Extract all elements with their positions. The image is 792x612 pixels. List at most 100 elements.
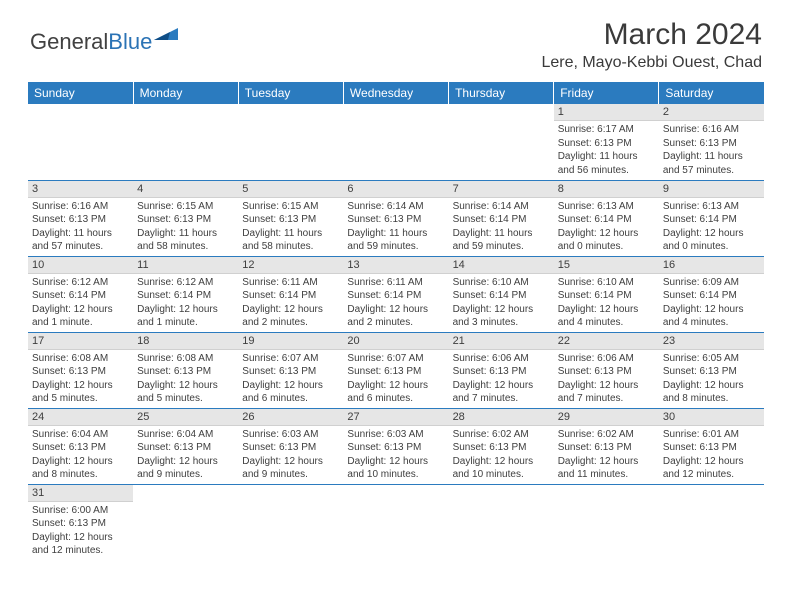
daylight-text: Daylight: 12 hours and 4 minutes.	[663, 303, 760, 330]
day-number: 30	[659, 409, 764, 426]
calendar-cell: 13Sunrise: 6:11 AMSunset: 6:14 PMDayligh…	[343, 256, 448, 332]
flag-icon	[154, 26, 180, 46]
sunrise-text: Sunrise: 6:16 AM	[32, 200, 129, 214]
sunset-text: Sunset: 6:13 PM	[558, 137, 655, 151]
daylight-text: Daylight: 12 hours and 6 minutes.	[347, 379, 444, 406]
sunset-text: Sunset: 6:14 PM	[453, 289, 550, 303]
calendar-cell	[133, 104, 238, 180]
sunset-text: Sunset: 6:13 PM	[242, 365, 339, 379]
calendar-cell: 12Sunrise: 6:11 AMSunset: 6:14 PMDayligh…	[238, 256, 343, 332]
calendar-cell: 8Sunrise: 6:13 AMSunset: 6:14 PMDaylight…	[554, 180, 659, 256]
sunset-text: Sunset: 6:13 PM	[137, 365, 234, 379]
sunset-text: Sunset: 6:13 PM	[663, 441, 760, 455]
sunset-text: Sunset: 6:13 PM	[137, 213, 234, 227]
day-number: 16	[659, 257, 764, 274]
daylight-text: Daylight: 12 hours and 6 minutes.	[242, 379, 339, 406]
daylight-text: Daylight: 12 hours and 0 minutes.	[558, 227, 655, 254]
brand-logo: GeneralBlue	[30, 26, 180, 58]
location: Lere, Mayo-Kebbi Ouest, Chad	[541, 54, 762, 72]
weekday-header: Sunday	[28, 82, 133, 104]
day-info: Sunrise: 6:13 AMSunset: 6:14 PMDaylight:…	[659, 198, 764, 256]
sunset-text: Sunset: 6:13 PM	[453, 441, 550, 455]
calendar-cell: 9Sunrise: 6:13 AMSunset: 6:14 PMDaylight…	[659, 180, 764, 256]
sunset-text: Sunset: 6:13 PM	[558, 365, 655, 379]
sunrise-text: Sunrise: 6:02 AM	[453, 428, 550, 442]
calendar-cell: 27Sunrise: 6:03 AMSunset: 6:13 PMDayligh…	[343, 408, 448, 484]
sunset-text: Sunset: 6:13 PM	[663, 365, 760, 379]
daylight-text: Daylight: 11 hours and 57 minutes.	[32, 227, 129, 254]
daylight-text: Daylight: 12 hours and 0 minutes.	[663, 227, 760, 254]
calendar-cell	[28, 104, 133, 180]
daylight-text: Daylight: 12 hours and 12 minutes.	[663, 455, 760, 482]
calendar-row: 31Sunrise: 6:00 AMSunset: 6:13 PMDayligh…	[28, 484, 764, 560]
sunset-text: Sunset: 6:13 PM	[347, 213, 444, 227]
sunrise-text: Sunrise: 6:03 AM	[347, 428, 444, 442]
day-number: 3	[28, 181, 133, 198]
calendar-table: SundayMondayTuesdayWednesdayThursdayFrid…	[28, 82, 764, 560]
sunrise-text: Sunrise: 6:04 AM	[32, 428, 129, 442]
daylight-text: Daylight: 11 hours and 59 minutes.	[453, 227, 550, 254]
sunset-text: Sunset: 6:13 PM	[32, 441, 129, 455]
day-info: Sunrise: 6:06 AMSunset: 6:13 PMDaylight:…	[449, 350, 554, 408]
daylight-text: Daylight: 11 hours and 59 minutes.	[347, 227, 444, 254]
day-info: Sunrise: 6:03 AMSunset: 6:13 PMDaylight:…	[238, 426, 343, 484]
day-number: 29	[554, 409, 659, 426]
day-number: 10	[28, 257, 133, 274]
daylight-text: Daylight: 12 hours and 9 minutes.	[242, 455, 339, 482]
day-info: Sunrise: 6:16 AMSunset: 6:13 PMDaylight:…	[28, 198, 133, 256]
sunrise-text: Sunrise: 6:09 AM	[663, 276, 760, 290]
day-number: 28	[449, 409, 554, 426]
day-number: 9	[659, 181, 764, 198]
day-info: Sunrise: 6:15 AMSunset: 6:13 PMDaylight:…	[133, 198, 238, 256]
calendar-cell: 1Sunrise: 6:17 AMSunset: 6:13 PMDaylight…	[554, 104, 659, 180]
calendar-cell: 14Sunrise: 6:10 AMSunset: 6:14 PMDayligh…	[449, 256, 554, 332]
calendar-cell: 28Sunrise: 6:02 AMSunset: 6:13 PMDayligh…	[449, 408, 554, 484]
daylight-text: Daylight: 12 hours and 1 minute.	[32, 303, 129, 330]
calendar-cell	[133, 484, 238, 560]
sunrise-text: Sunrise: 6:08 AM	[137, 352, 234, 366]
month-title: March 2024	[541, 18, 762, 52]
sunset-text: Sunset: 6:14 PM	[347, 289, 444, 303]
calendar-cell: 25Sunrise: 6:04 AMSunset: 6:13 PMDayligh…	[133, 408, 238, 484]
calendar-cell	[238, 104, 343, 180]
daylight-text: Daylight: 12 hours and 9 minutes.	[137, 455, 234, 482]
sunset-text: Sunset: 6:13 PM	[453, 365, 550, 379]
calendar-cell: 31Sunrise: 6:00 AMSunset: 6:13 PMDayligh…	[28, 484, 133, 560]
calendar-cell: 16Sunrise: 6:09 AMSunset: 6:14 PMDayligh…	[659, 256, 764, 332]
calendar-cell: 26Sunrise: 6:03 AMSunset: 6:13 PMDayligh…	[238, 408, 343, 484]
sunrise-text: Sunrise: 6:12 AM	[137, 276, 234, 290]
day-info: Sunrise: 6:14 AMSunset: 6:14 PMDaylight:…	[449, 198, 554, 256]
sunrise-text: Sunrise: 6:11 AM	[242, 276, 339, 290]
sunrise-text: Sunrise: 6:14 AM	[453, 200, 550, 214]
day-info: Sunrise: 6:13 AMSunset: 6:14 PMDaylight:…	[554, 198, 659, 256]
day-number: 6	[343, 181, 448, 198]
day-number: 20	[343, 333, 448, 350]
sunrise-text: Sunrise: 6:03 AM	[242, 428, 339, 442]
sunrise-text: Sunrise: 6:07 AM	[347, 352, 444, 366]
day-info: Sunrise: 6:10 AMSunset: 6:14 PMDaylight:…	[554, 274, 659, 332]
daylight-text: Daylight: 12 hours and 11 minutes.	[558, 455, 655, 482]
sunrise-text: Sunrise: 6:06 AM	[558, 352, 655, 366]
daylight-text: Daylight: 12 hours and 5 minutes.	[137, 379, 234, 406]
day-info: Sunrise: 6:09 AMSunset: 6:14 PMDaylight:…	[659, 274, 764, 332]
calendar-cell: 22Sunrise: 6:06 AMSunset: 6:13 PMDayligh…	[554, 332, 659, 408]
daylight-text: Daylight: 12 hours and 8 minutes.	[663, 379, 760, 406]
sunset-text: Sunset: 6:13 PM	[32, 213, 129, 227]
day-info: Sunrise: 6:17 AMSunset: 6:13 PMDaylight:…	[554, 121, 659, 179]
sunrise-text: Sunrise: 6:04 AM	[137, 428, 234, 442]
calendar-cell: 19Sunrise: 6:07 AMSunset: 6:13 PMDayligh…	[238, 332, 343, 408]
daylight-text: Daylight: 12 hours and 4 minutes.	[558, 303, 655, 330]
title-block: March 2024 Lere, Mayo-Kebbi Ouest, Chad	[541, 18, 762, 72]
daylight-text: Daylight: 12 hours and 2 minutes.	[242, 303, 339, 330]
daylight-text: Daylight: 12 hours and 7 minutes.	[558, 379, 655, 406]
sunrise-text: Sunrise: 6:15 AM	[137, 200, 234, 214]
sunrise-text: Sunrise: 6:13 AM	[558, 200, 655, 214]
sunrise-text: Sunrise: 6:10 AM	[558, 276, 655, 290]
calendar-cell: 24Sunrise: 6:04 AMSunset: 6:13 PMDayligh…	[28, 408, 133, 484]
weekday-header: Wednesday	[343, 82, 448, 104]
calendar-cell: 15Sunrise: 6:10 AMSunset: 6:14 PMDayligh…	[554, 256, 659, 332]
day-number: 19	[238, 333, 343, 350]
day-number: 12	[238, 257, 343, 274]
day-info: Sunrise: 6:01 AMSunset: 6:13 PMDaylight:…	[659, 426, 764, 484]
calendar-cell: 7Sunrise: 6:14 AMSunset: 6:14 PMDaylight…	[449, 180, 554, 256]
